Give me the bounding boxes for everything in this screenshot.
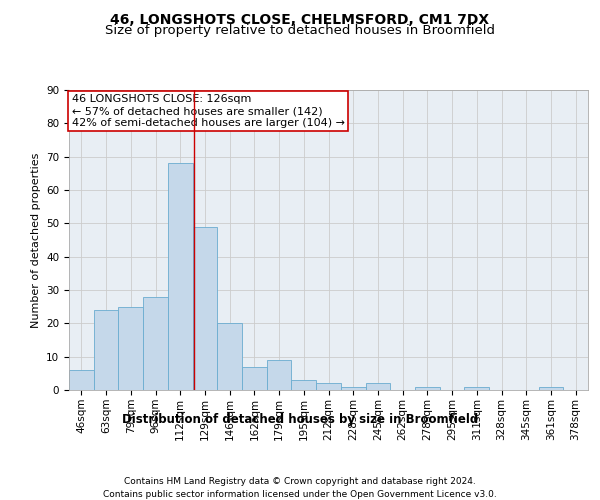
Bar [168,164,193,390]
Text: Size of property relative to detached houses in Broomfield: Size of property relative to detached ho… [105,24,495,37]
Bar [341,386,365,390]
Bar [242,366,267,390]
Text: 46, LONGSHOTS CLOSE, CHELMSFORD, CM1 7DX: 46, LONGSHOTS CLOSE, CHELMSFORD, CM1 7DX [110,12,490,26]
Bar [365,384,390,390]
Text: 46 LONGSHOTS CLOSE: 126sqm
← 57% of detached houses are smaller (142)
42% of sem: 46 LONGSHOTS CLOSE: 126sqm ← 57% of deta… [71,94,344,128]
Bar [143,296,168,390]
Bar [267,360,292,390]
Bar [69,370,94,390]
Text: Distribution of detached houses by size in Broomfield: Distribution of detached houses by size … [122,412,478,426]
Bar [464,386,489,390]
Bar [94,310,118,390]
Bar [118,306,143,390]
Bar [415,386,440,390]
Bar [193,226,217,390]
Bar [292,380,316,390]
Bar [539,386,563,390]
Bar [316,384,341,390]
Y-axis label: Number of detached properties: Number of detached properties [31,152,41,328]
Text: Contains public sector information licensed under the Open Government Licence v3: Contains public sector information licen… [103,490,497,499]
Text: Contains HM Land Registry data © Crown copyright and database right 2024.: Contains HM Land Registry data © Crown c… [124,478,476,486]
Bar [217,324,242,390]
